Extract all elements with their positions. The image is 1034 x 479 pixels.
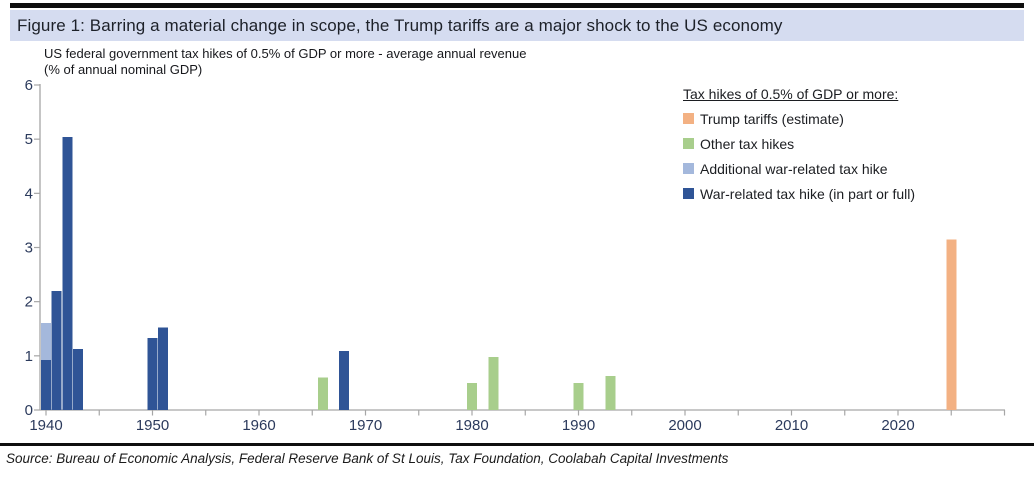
bar-1940-war: [41, 360, 51, 410]
x-tick-label: 1940: [29, 417, 62, 434]
y-tick-label: 3: [25, 239, 33, 256]
x-tick-label: 2010: [775, 417, 808, 434]
bar-1942-war: [62, 136, 73, 411]
legend-item: Additional war-related tax hike: [683, 156, 915, 181]
legend: Tax hikes of 0.5% of GDP or more: Trump …: [683, 86, 915, 206]
legend-item: Other tax hikes: [683, 131, 915, 156]
x-tick-label: 1950: [136, 417, 169, 434]
y-tick-label: 1: [25, 348, 33, 365]
legend-title: Tax hikes of 0.5% of GDP or more:: [683, 86, 899, 102]
x-tick-label: 1970: [349, 417, 382, 434]
bottom-rule: [0, 443, 1034, 446]
x-tick-label: 1960: [242, 417, 275, 434]
source-line: Source: Bureau of Economic Analysis, Fed…: [6, 451, 729, 466]
legend-item: Trump tariffs (estimate): [683, 106, 915, 131]
y-tick-label: 0: [25, 402, 33, 419]
chart-subtitle-line1: US federal government tax hikes of 0.5% …: [44, 46, 527, 61]
y-tick-label: 4: [25, 185, 33, 202]
bar-1968-war: [339, 350, 350, 410]
y-tick-label: 2: [25, 294, 33, 311]
x-tick-label: 2020: [881, 417, 914, 434]
bar-1966-other: [317, 377, 328, 410]
legend-item: War-related tax hike (in part or full): [683, 181, 915, 206]
legend-swatch-other: [683, 138, 694, 149]
legend-item-label: Trump tariffs (estimate): [700, 110, 844, 127]
bar-1940-additional_war: [41, 322, 51, 361]
title-band: Figure 1: Barring a material change in s…: [10, 10, 1024, 41]
bar-1941-war: [51, 290, 62, 410]
legend-items: Trump tariffs (estimate) Other tax hikes A…: [683, 106, 915, 206]
x-tick-label: 1990: [562, 417, 595, 434]
chart-subtitle-line2: (% of annual nominal GDP): [44, 61, 203, 77]
legend-item-label: War-related tax hike (in part or full): [700, 185, 915, 202]
bar-1943-war: [72, 348, 83, 410]
bar-1980-other: [467, 382, 477, 410]
bar-1982-other: [488, 356, 499, 410]
chart-subtitle: US federal government tax hikes of 0.5% …: [44, 46, 526, 77]
bar-1950-war: [147, 337, 158, 410]
bar-1951-war: [158, 327, 169, 410]
legend-item-label: Other tax hikes: [700, 135, 795, 152]
figure-title: Figure 1: Barring a material change in s…: [17, 15, 783, 35]
legend-swatch-additional_war: [683, 163, 694, 174]
y-tick-label: 5: [25, 131, 33, 148]
legend-swatch-war: [683, 188, 694, 199]
bar-1990-other: [573, 382, 584, 410]
bar-2025-trump: [946, 239, 957, 410]
x-tick-label: 1980: [455, 417, 488, 434]
bar-1993-other: [605, 375, 616, 410]
y-tick-label: 6: [25, 77, 33, 94]
legend-item-label: Additional war-related tax hike: [700, 160, 888, 177]
legend-swatch-trump: [683, 113, 694, 124]
x-tick-label: 2000: [668, 417, 701, 434]
top-rule: [10, 3, 1024, 8]
